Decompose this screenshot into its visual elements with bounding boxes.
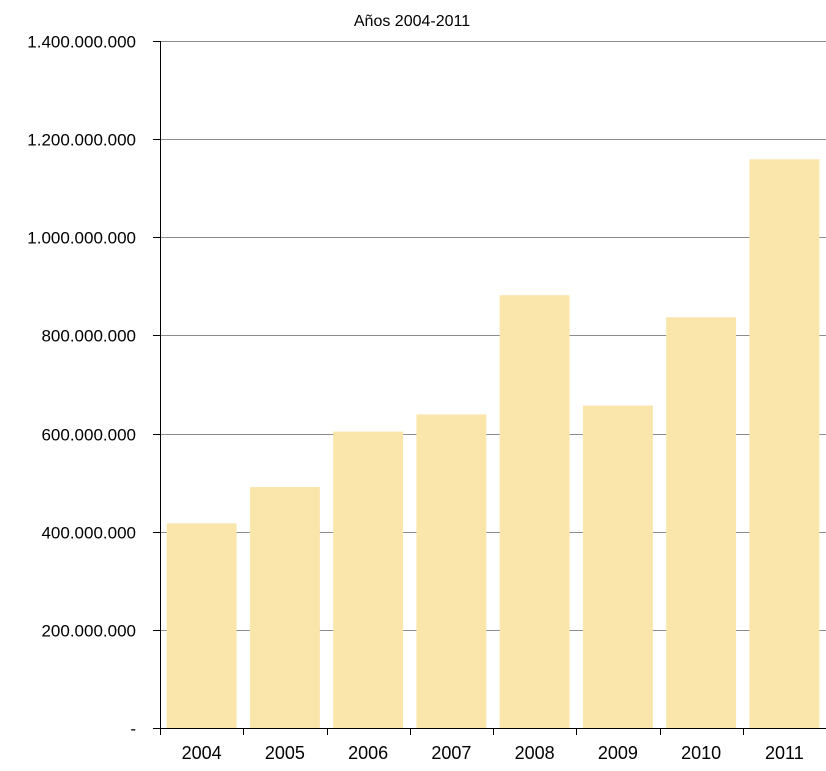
y-tick-label: 400.000.000 xyxy=(41,524,136,543)
x-tick-label: 2006 xyxy=(348,743,388,763)
bar-2007 xyxy=(416,414,487,728)
x-tick-labels: 2004 2005 2006 2007 2008 2009 2010 2011 xyxy=(182,743,804,763)
x-tick-label: 2011 xyxy=(765,743,804,763)
bar-2006 xyxy=(333,431,404,728)
bar-2005 xyxy=(249,487,320,728)
y-tick-label: 1.400.000.000 xyxy=(27,33,136,52)
bar-2011 xyxy=(749,159,820,728)
x-tick-label: 2005 xyxy=(265,743,305,763)
chart-title: Años 2004-2011 xyxy=(354,13,470,30)
y-tick-labels: - 200.000.000 400.000.000 600.000.000 800.00… xyxy=(27,33,136,739)
bar-2008 xyxy=(499,295,570,728)
bars xyxy=(166,159,820,728)
y-tick-label: 1.000.000.000 xyxy=(27,229,136,248)
y-tick-label: 800.000.000 xyxy=(41,327,136,346)
x-tick-label: 2007 xyxy=(431,743,471,763)
x-tick-label: 2010 xyxy=(681,743,721,763)
bar-2010 xyxy=(666,317,737,728)
x-tick-label: 2008 xyxy=(515,743,555,763)
bar-2004 xyxy=(166,523,237,728)
bar-2009 xyxy=(582,405,653,728)
y-tick-label: 1.200.000.000 xyxy=(27,131,136,150)
axes xyxy=(153,41,826,735)
y-tick-label: - xyxy=(130,720,136,739)
y-tick-label: 200.000.000 xyxy=(41,622,136,641)
y-tick-label: 600.000.000 xyxy=(41,426,136,445)
x-tick-label: 2004 xyxy=(182,743,222,763)
x-tick-label: 2009 xyxy=(598,743,638,763)
